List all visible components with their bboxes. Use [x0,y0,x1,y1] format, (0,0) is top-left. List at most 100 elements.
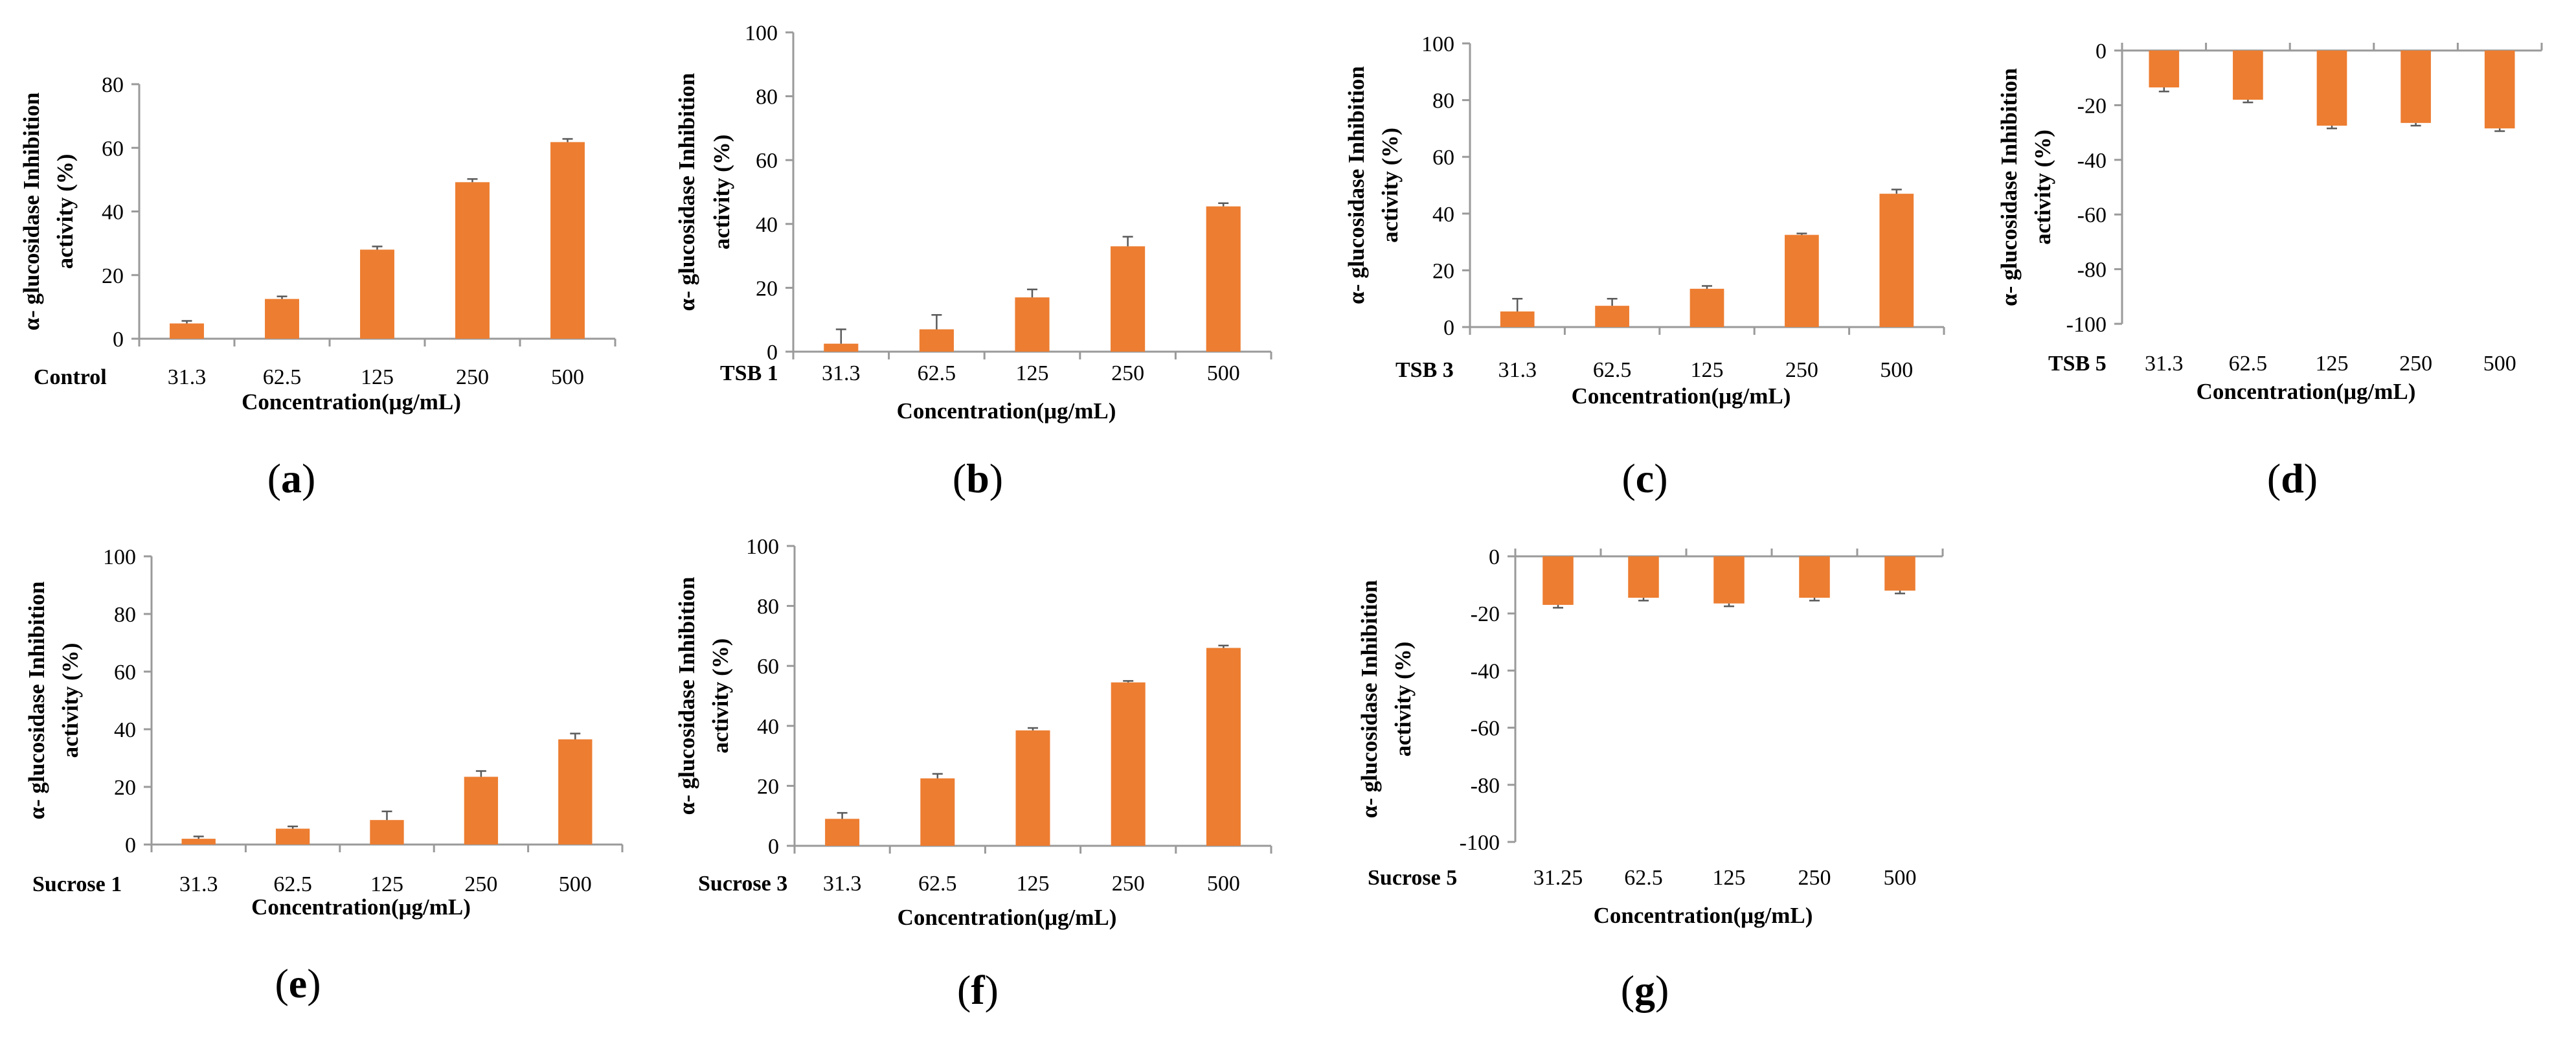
y-tick-label: 60 [757,655,779,679]
y-tick-label: 40 [1432,203,1454,227]
bar [1111,682,1146,846]
y-tick-label: -100 [1460,831,1500,855]
y-tick-label: 100 [746,535,779,559]
panel-d: 0 -20 -40 -60 -80 -100 31.3 62.5 125 250 500 TSB 5 C… [1996,40,2543,501]
bar [1015,730,1050,846]
x-tick-label: 62.5 [1593,358,1632,382]
y-tick-label: 20 [756,277,778,301]
y-tick-label: 0 [125,834,136,857]
y-axis-title-line1: α- glucosidase Inhibition [1344,66,1369,304]
bar [550,142,585,339]
x-axis-title: Concentration(μg/mL) [251,894,471,920]
y-tick-label: -60 [1471,717,1500,741]
y-tick-label: 0 [1443,316,1454,340]
bar [275,828,310,845]
x-tick-label: 31.3 [2145,352,2184,376]
y-tick-label: -40 [1471,659,1500,683]
y-tick-label: 100 [1421,32,1454,56]
x-axis-title: Concentration(μg/mL) [897,398,1116,424]
x-tick-label: 250 [1112,872,1145,896]
bar [2316,51,2347,126]
panel-g: 0 -20 -40 -60 -80 -100 31.25 62.5 125 250 500 Sucro… [1357,545,1944,1013]
bar [824,343,859,352]
x-tick-label: 125 [1016,361,1049,385]
x-tick-label: 125 [1691,358,1724,382]
y-tick-label: 60 [114,661,136,685]
bar [1689,288,1724,327]
bar [1713,556,1745,604]
bar [920,778,955,846]
y-tick-label: 40 [102,201,124,225]
x-tick-label: 31.3 [822,361,861,385]
x-tick-label: 31.25 [1533,866,1583,890]
y-tick-label: 80 [114,603,136,627]
bar [265,299,299,339]
bar [919,329,954,352]
x-tick-label: 250 [1785,358,1818,382]
bar [825,819,860,846]
x-tick-label: 125 [2316,352,2349,376]
y-tick-label: 60 [1432,146,1454,170]
bar [360,249,394,339]
x-tick-label: 125 [361,365,394,389]
bar [1206,648,1241,846]
condition-label: TSB 5 [2048,352,2107,376]
x-tick-label: 62.5 [1624,866,1663,890]
y-axis-title: α- glucosidase Inhibition activity (%) [1344,66,1403,304]
bar [2233,51,2263,100]
y-tick-label: 0 [1489,545,1500,569]
x-tick-label: 250 [1798,866,1831,890]
x-tick-label: 125 [1017,872,1050,896]
y-axis-title-line2: activity (%) [2030,130,2055,245]
panel-letter: (d) [2267,455,2318,501]
panel-letter: (a) [267,455,316,501]
y-tick-label: -100 [2066,313,2107,337]
panel-a: 0 20 40 60 80 31.3 62.5 125 250 500 Control Concent… [19,73,616,501]
condition-label: Sucrose 3 [698,872,787,896]
bar [1628,556,1659,598]
x-tick-label: 31.3 [168,365,207,389]
y-axis-title: α- glucosidase Inhibition activity (%) [19,93,78,331]
y-tick-label: -60 [2077,203,2107,227]
bar [1542,556,1574,605]
x-tick-label: 250 [1111,361,1144,385]
bar [1879,194,1914,327]
bar [1595,306,1629,327]
y-axis-title-line1: α- glucosidase Inhibition [674,73,699,312]
x-tick-label: 500 [1884,866,1917,890]
y-tick-label: -80 [1471,774,1500,798]
y-tick-label: 80 [1432,89,1454,113]
x-axis-title: Concentration(μg/mL) [242,389,461,414]
bar [2484,51,2515,129]
bar [464,777,499,845]
y-axis-title-line1: α- glucosidase Inhibition [674,577,699,815]
y-tick-label: 20 [114,776,136,800]
x-tick-label: 500 [2483,352,2516,376]
y-tick-label: 80 [757,595,779,619]
bar [1206,206,1241,352]
panel-letter: (e) [275,960,321,1006]
panel-f: 0 20 40 60 80 100 31.3 62.5 125 250 500 Sucrose 3 Co… [674,535,1272,1013]
y-axis-title-line2: activity (%) [1390,642,1416,757]
y-tick-label: -40 [2077,149,2107,173]
condition-label: TSB 1 [720,361,778,385]
condition-label: TSB 3 [1395,358,1454,382]
panel-e: 0 20 40 60 80 100 31.3 62.5 125 250 500 Sucrose 1 Co… [24,545,624,1006]
x-axis-title: Concentration(μg/mL) [2197,379,2416,404]
y-tick-label: 40 [114,718,136,742]
y-axis-title: α- glucosidase Inhibition activity (%) [24,582,83,820]
y-axis-title: α- glucosidase Inhibition activity (%) [674,73,734,312]
y-tick-label: -20 [1471,602,1500,626]
x-tick-label: 31.3 [179,872,218,896]
panel-letter: (b) [953,455,1003,501]
y-axis-title-line2: activity (%) [708,639,733,754]
y-axis-title-line2: activity (%) [709,135,734,250]
y-tick-label: 0 [768,835,779,859]
y-tick-label: 40 [756,213,778,237]
panel-letter: (c) [1621,455,1667,501]
y-tick-label: 0 [767,341,778,365]
y-tick-label: -20 [2077,94,2107,118]
x-tick-label: 62.5 [273,872,312,896]
panel-b: 0 20 40 60 80 100 31.3 62.5 125 250 500 TSB 1 Concen… [674,21,1272,501]
